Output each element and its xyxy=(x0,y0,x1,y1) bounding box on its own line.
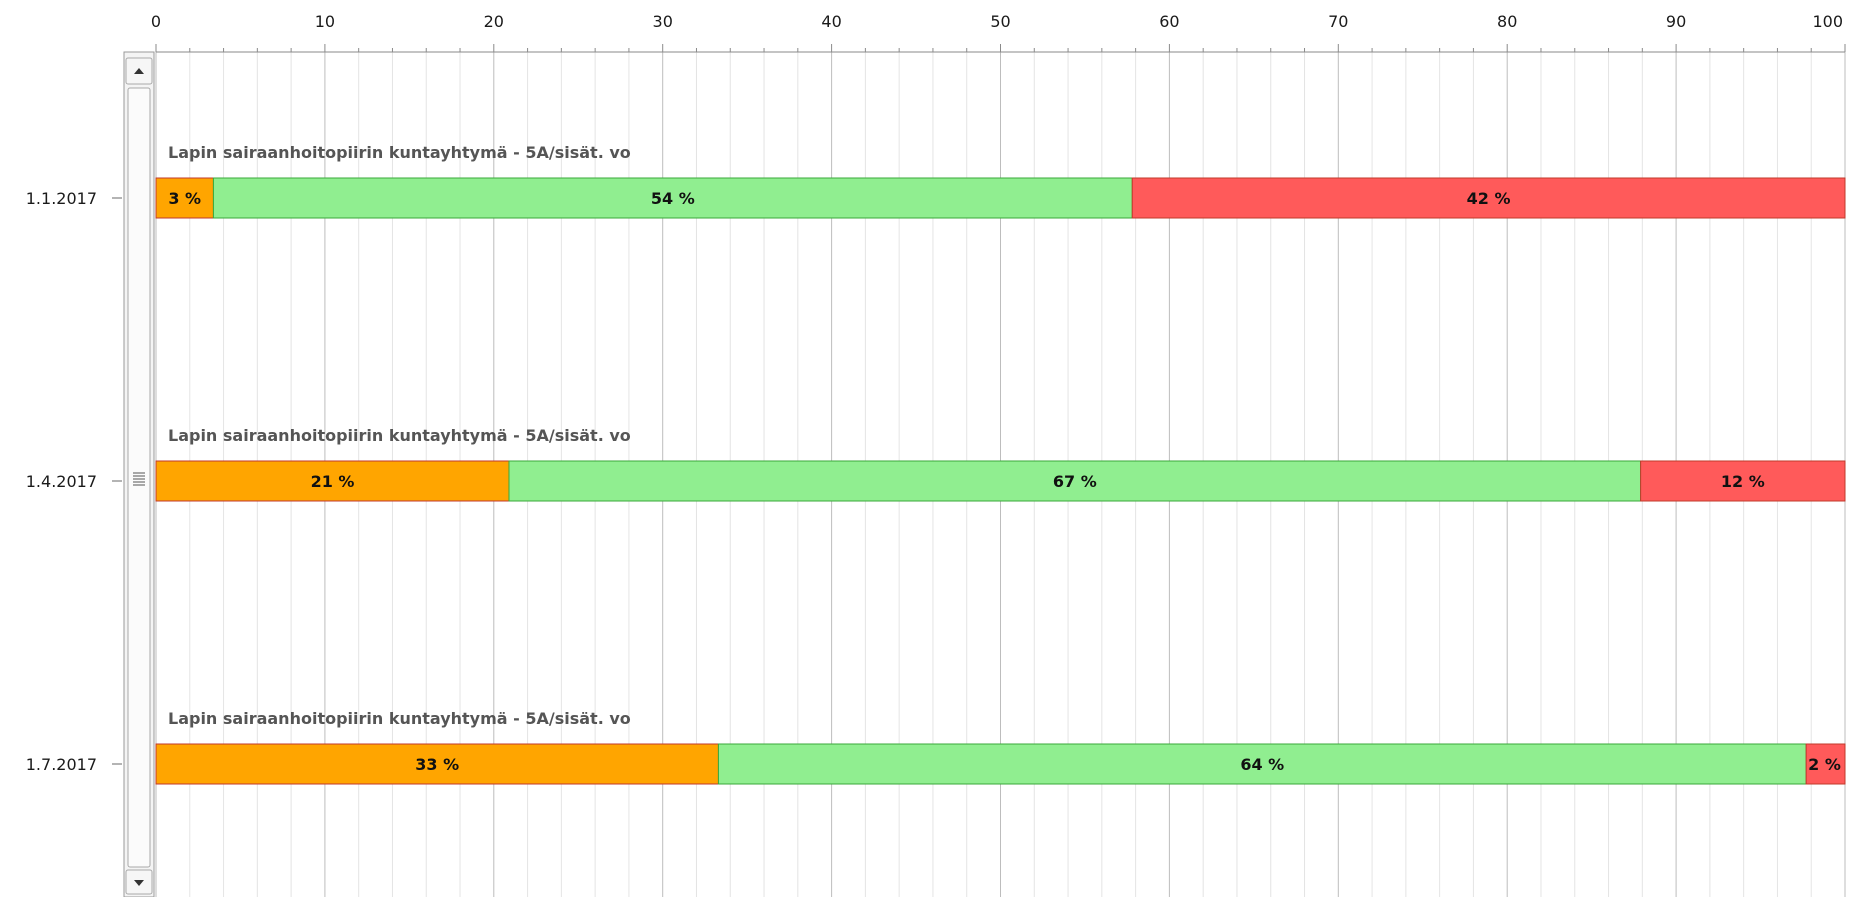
bar-segment xyxy=(155,460,510,502)
bar-value-label: 3 % xyxy=(168,189,201,208)
bar-value-label: 33 % xyxy=(415,755,459,774)
bar-segment xyxy=(1805,743,1846,785)
x-tick-label: 70 xyxy=(1328,12,1348,31)
bar-value-label: 2 % xyxy=(1808,755,1841,774)
bar-value-label: 67 % xyxy=(1053,472,1097,491)
bar-value-label: 12 % xyxy=(1721,472,1765,491)
x-tick-label: 20 xyxy=(484,12,504,31)
x-tick-label: 90 xyxy=(1666,12,1686,31)
vertical-scrollbar[interactable] xyxy=(123,51,155,898)
bar-value-label: 21 % xyxy=(311,472,355,491)
x-axis: 0 10 20 30 40 50 60 70 80 90 100 xyxy=(151,12,1846,53)
bar-title: Lapin sairaanhoitopiirin kuntayhtymä - 5… xyxy=(168,143,631,162)
bar-segment xyxy=(1640,460,1846,502)
x-tick-label: 30 xyxy=(653,12,673,31)
bar-segment xyxy=(508,460,1642,502)
x-tick-label: 80 xyxy=(1497,12,1517,31)
x-tick-label: 0 xyxy=(151,12,161,31)
y-category-label: 1.7.2017 xyxy=(26,755,97,774)
bar-title: Lapin sairaanhoitopiirin kuntayhtymä - 5… xyxy=(168,709,631,728)
bar-segment xyxy=(1131,177,1846,219)
x-tick-label: 100 xyxy=(1812,12,1843,31)
bar-title: Lapin sairaanhoitopiirin kuntayhtymä - 5… xyxy=(168,426,631,445)
scroll-thumb-grip-icon xyxy=(133,472,145,486)
bar-value-label: 64 % xyxy=(1240,755,1284,774)
bar-segment xyxy=(155,743,719,785)
y-category-label: 1.4.2017 xyxy=(26,472,97,491)
bar-segment xyxy=(212,177,1133,219)
scroll-down-arrow-icon xyxy=(134,880,144,886)
x-tick-label: 40 xyxy=(821,12,841,31)
scroll-up-arrow-icon xyxy=(134,68,144,74)
x-tick-label: 60 xyxy=(1159,12,1179,31)
y-axis-categories: 1.1.2017 1.4.2017 1.7.2017 xyxy=(26,189,122,774)
scrollbar-thumb[interactable] xyxy=(127,87,151,868)
bar-segment xyxy=(155,177,214,219)
x-tick-label: 10 xyxy=(315,12,335,31)
y-category-label: 1.1.2017 xyxy=(26,189,97,208)
bar-value-label: 54 % xyxy=(651,189,695,208)
bar-value-label: 42 % xyxy=(1467,189,1511,208)
bars: Lapin sairaanhoitopiirin kuntayhtymä - 5… xyxy=(155,143,1846,785)
x-tick-label: 50 xyxy=(990,12,1010,31)
bar-segment xyxy=(717,743,1807,785)
